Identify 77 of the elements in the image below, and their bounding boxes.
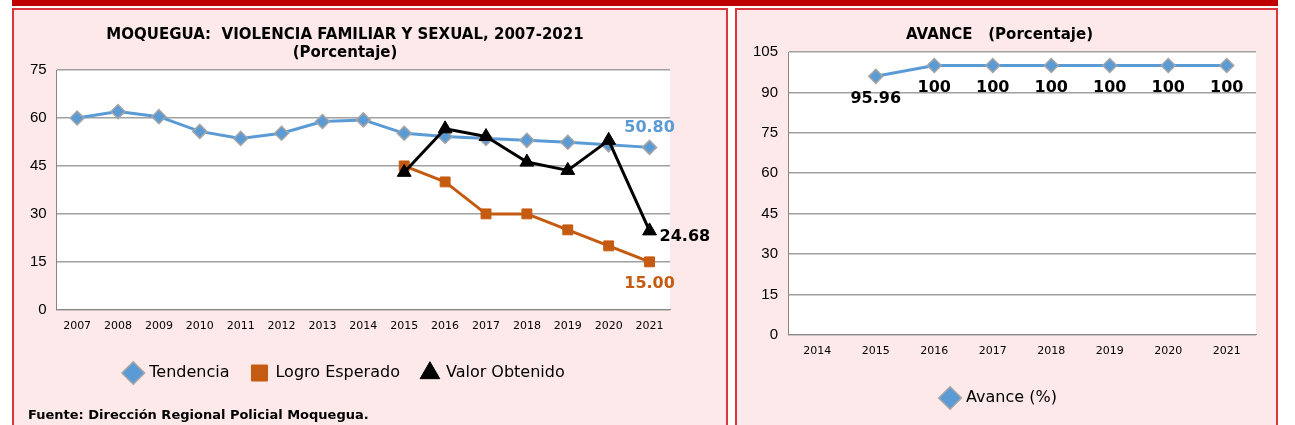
chart-title: AVANCE (Porcentaje) — [905, 24, 1094, 43]
data-label: 100 — [1151, 76, 1185, 96]
x-tick-label: 2009 — [144, 319, 173, 333]
data-label: 95.96 — [850, 87, 902, 107]
text: MOQUEGUA: VIOLENCIA FAMILIAR Y SEXUAL, 2007-2021 — [106, 24, 584, 43]
data-label: 100 — [1093, 76, 1127, 96]
y-tick-label: 75 — [30, 60, 47, 78]
x-tick-label: 2016 — [920, 344, 949, 358]
point — [519, 153, 535, 167]
point — [192, 123, 208, 140]
data-label: 50.80 — [624, 116, 675, 136]
y-tick-label: 105 — [753, 42, 779, 60]
x-tick-label: 2015 — [390, 319, 419, 333]
text: (Porcentaje) — [292, 42, 398, 61]
point — [521, 208, 533, 220]
point — [603, 240, 615, 252]
point — [642, 222, 657, 236]
y-tick-label: 90 — [761, 82, 779, 100]
x-tick-label: 2008 — [104, 319, 133, 333]
y-tick-label: 0 — [769, 324, 779, 342]
x-tick-label: 2018 — [1037, 344, 1066, 358]
point — [314, 113, 331, 130]
legend-label: Avance (%) — [966, 387, 1057, 407]
data-label: 24.68 — [659, 226, 711, 246]
x-tick-label: 2014 — [349, 319, 378, 333]
y-tick-label: 0 — [38, 299, 47, 317]
y-tick-label: 15 — [761, 284, 779, 302]
x-tick-label: 2007 — [63, 319, 92, 333]
x-tick-label: 2010 — [185, 319, 214, 333]
x-tick-label: 2011 — [226, 319, 255, 333]
legend-label: Valor Obtenido — [445, 362, 565, 382]
x-tick-label: 2021 — [1212, 344, 1241, 358]
point — [396, 125, 412, 142]
x-tick-label: 2019 — [553, 319, 582, 333]
y-tick-label: 60 — [30, 108, 47, 126]
point — [478, 128, 494, 142]
data-label: 100 — [976, 76, 1010, 96]
x-tick-label: 2012 — [267, 319, 296, 333]
x-tick-label: 2021 — [635, 319, 664, 333]
x-tick-label: 2020 — [1154, 344, 1183, 358]
y-tick-label: 45 — [30, 156, 47, 174]
point — [151, 108, 167, 125]
point — [439, 176, 451, 188]
data-label: 100 — [1034, 76, 1068, 96]
x-tick-label: 2016 — [431, 319, 460, 333]
x-tick-label: 2014 — [803, 344, 832, 358]
x-tick-label: 2017 — [472, 319, 501, 333]
point — [232, 130, 249, 147]
x-tick-label: 2020 — [594, 319, 623, 333]
data-label: 100 — [917, 76, 951, 96]
point — [644, 256, 656, 268]
point — [480, 208, 492, 220]
point — [560, 134, 576, 151]
x-tick-label: 2013 — [308, 319, 337, 333]
point — [273, 125, 290, 142]
data-label: 15.00 — [624, 273, 675, 292]
point — [519, 132, 535, 149]
data-label: 100 — [1210, 76, 1244, 96]
point — [69, 110, 85, 126]
y-tick-label: 30 — [761, 244, 779, 262]
point — [355, 112, 372, 128]
y-tick-label: 60 — [761, 163, 779, 181]
y-tick-label: 30 — [30, 204, 47, 222]
y-tick-label: 45 — [761, 203, 779, 221]
legend-label: Logro Esperado — [275, 362, 400, 382]
legend-label: Tendencia — [148, 362, 230, 382]
y-tick-label: 75 — [761, 122, 779, 140]
x-tick-label: 2017 — [978, 344, 1007, 358]
point — [110, 103, 126, 120]
point — [641, 139, 658, 156]
source-note: Fuente: Dirección Regional Policial Moquegua. — [28, 407, 369, 422]
y-tick-label: 15 — [30, 251, 47, 269]
x-tick-label: 2019 — [1095, 344, 1124, 358]
x-tick-label: 2015 — [861, 344, 890, 358]
x-tick-label: 2018 — [512, 319, 541, 333]
point — [562, 224, 574, 236]
point — [437, 120, 453, 134]
